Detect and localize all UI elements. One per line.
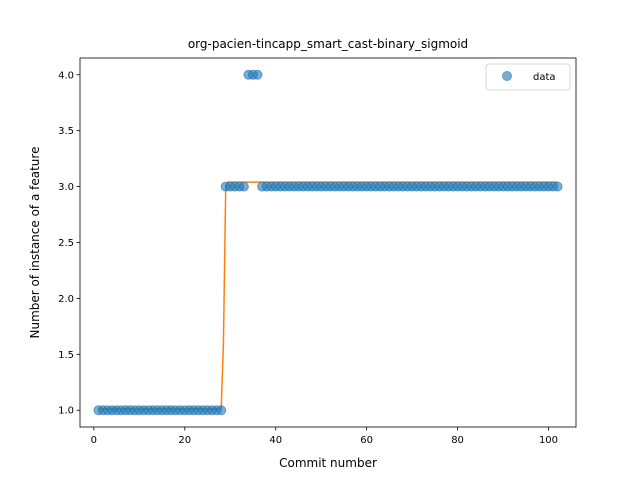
x-axis-label: Commit number — [279, 456, 377, 470]
y-tick-label: 3.5 — [58, 126, 74, 137]
data-point — [239, 182, 248, 191]
x-tick-label: 60 — [360, 435, 373, 446]
y-axis-label: Number of instance of a feature — [28, 147, 42, 339]
legend-box — [486, 64, 570, 90]
y-tick-label: 2.0 — [58, 294, 74, 305]
y-tick-label: 2.5 — [58, 238, 74, 249]
legend: data — [486, 64, 570, 90]
legend-label-data: data — [533, 72, 556, 83]
x-tick-label: 40 — [269, 435, 282, 446]
data-point — [553, 182, 562, 191]
data-point — [253, 70, 262, 79]
y-tick-label: 1.0 — [58, 406, 74, 417]
x-tick-label: 0 — [91, 435, 97, 446]
y-tick-label: 1.5 — [58, 350, 74, 361]
y-tick-label: 4.0 — [58, 70, 74, 81]
legend-marker-data — [503, 72, 512, 81]
y-tick-label: 3.0 — [58, 182, 74, 193]
x-tick-label: 100 — [539, 435, 558, 446]
data-point — [217, 406, 226, 415]
x-tick-label: 80 — [451, 435, 464, 446]
chart-title: org-pacien-tincapp_smart_cast-binary_sig… — [188, 37, 468, 51]
x-tick-label: 20 — [178, 435, 191, 446]
